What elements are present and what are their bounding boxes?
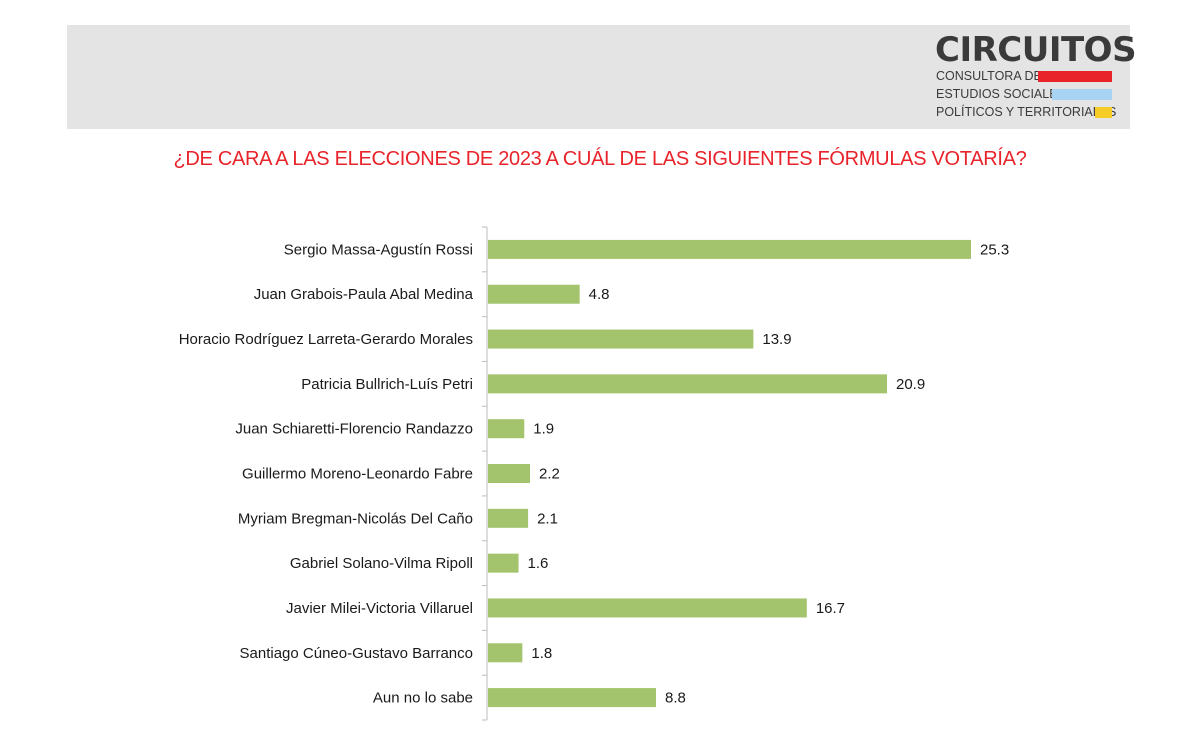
data-label: 13.9 xyxy=(762,331,791,348)
category-label: Sergio Massa-Agustín Rossi xyxy=(284,241,473,258)
logo-brand: CIRCUITOS xyxy=(935,30,1137,70)
bar xyxy=(488,643,523,663)
category-label: Gabriel Solano-Vilma Ripoll xyxy=(290,555,473,572)
header-band xyxy=(67,25,1130,129)
data-label: 1.6 xyxy=(528,555,549,572)
category-label: Guillermo Moreno-Leonardo Fabre xyxy=(242,466,473,483)
data-label: 1.8 xyxy=(531,645,552,662)
bar xyxy=(488,598,807,618)
data-label: 16.7 xyxy=(816,600,845,617)
category-label: Aun no lo sabe xyxy=(373,690,473,707)
category-label: Javier Milei-Victoria Villaruel xyxy=(286,600,473,617)
data-label: 2.1 xyxy=(537,510,558,527)
category-label: Horacio Rodríguez Larreta-Gerardo Morale… xyxy=(179,331,473,348)
logo-line-3: POLÍTICOS Y TERRITORIALES xyxy=(936,105,1117,119)
logo-line-1: CONSULTORA DE xyxy=(936,69,1042,83)
chart-question-title: ¿DE CARA A LAS ELECCIONES DE 2023 A CUÁL… xyxy=(173,148,1027,170)
bar xyxy=(488,553,519,573)
category-label: Juan Grabois-Paula Abal Medina xyxy=(254,286,474,303)
bar xyxy=(488,239,971,259)
category-label: Myriam Bregman-Nicolás Del Caño xyxy=(238,510,473,527)
bar xyxy=(488,419,525,439)
bar xyxy=(488,284,580,304)
data-label: 2.2 xyxy=(539,466,560,483)
bar xyxy=(488,464,530,483)
logo-stripe-blue xyxy=(1052,89,1112,100)
data-label: 8.8 xyxy=(665,690,686,707)
data-label: 4.8 xyxy=(589,286,610,303)
data-label: 20.9 xyxy=(896,376,925,393)
bar xyxy=(488,508,529,528)
logo-line-2: ESTUDIOS SOCIALES, xyxy=(936,87,1070,101)
category-label: Santiago Cúneo-Gustavo Barranco xyxy=(240,645,473,662)
circuitos-logo: CIRCUITOS CONSULTORA DE ESTUDIOS SOCIALE… xyxy=(935,30,1137,125)
bar xyxy=(488,374,887,394)
category-label: Juan Schiaretti-Florencio Randazzo xyxy=(235,421,473,438)
bar xyxy=(488,688,656,708)
data-label: 25.3 xyxy=(980,241,1009,258)
category-label: Patricia Bullrich-Luís Petri xyxy=(301,376,473,393)
bar xyxy=(488,329,754,349)
logo-stripe-yellow xyxy=(1095,107,1112,118)
logo-stripe-red xyxy=(1038,71,1112,82)
data-label: 1.9 xyxy=(533,421,554,438)
